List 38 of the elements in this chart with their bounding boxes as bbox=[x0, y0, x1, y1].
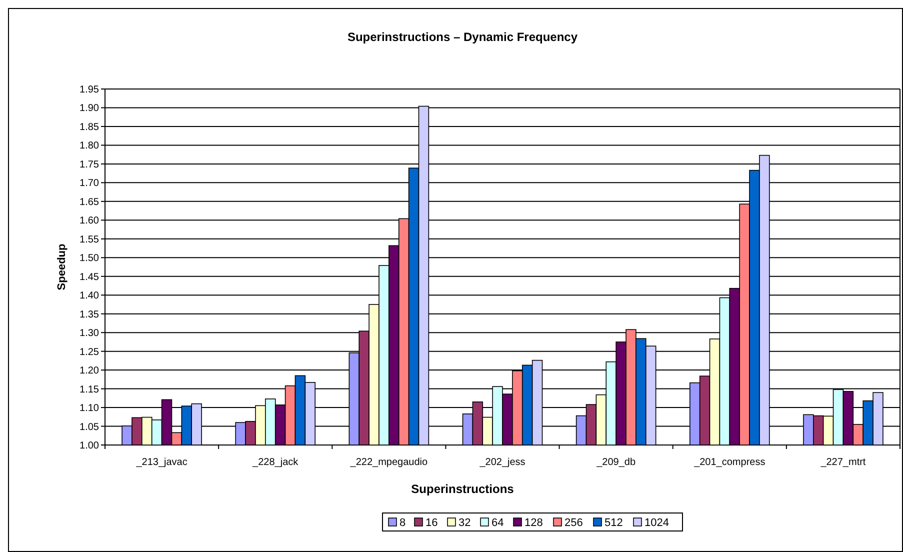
x-tick-label: _227_mtrt bbox=[820, 457, 866, 468]
y-tick-label: 1.85 bbox=[80, 122, 100, 133]
y-tick-label: 1.25 bbox=[80, 346, 100, 358]
legend-label: 256 bbox=[564, 517, 583, 529]
y-tick-label: 1.50 bbox=[80, 253, 100, 264]
legend-label: 64 bbox=[492, 517, 504, 529]
y-tick-label: 1.70 bbox=[80, 178, 100, 190]
y-tick-label: 1.20 bbox=[80, 366, 100, 377]
y-tick-label: 1.40 bbox=[80, 290, 100, 302]
y-tick-label: 1.30 bbox=[80, 328, 100, 340]
x-tick-label: _202_jess bbox=[478, 457, 526, 468]
y-tick-label: 1.05 bbox=[80, 422, 100, 433]
x-tick-label: _209_db bbox=[596, 457, 636, 468]
y-tick-label: 1.95 bbox=[80, 84, 100, 96]
y-tick-label: 1.45 bbox=[80, 272, 100, 283]
legend-label: 512 bbox=[604, 517, 623, 529]
legend-label: 8 bbox=[400, 517, 406, 529]
legend-label: 1024 bbox=[644, 517, 669, 529]
y-tick-label: 1.65 bbox=[80, 196, 100, 208]
y-tick-label: 1.60 bbox=[80, 216, 100, 227]
y-tick-label: 1.55 bbox=[80, 234, 100, 246]
y-tick-label: 1.90 bbox=[80, 103, 100, 114]
chart-title: Superinstructions – Dynamic Frequency bbox=[347, 30, 578, 44]
y-tick-label: 1.80 bbox=[80, 140, 100, 152]
x-axis-title: Superinstructions bbox=[411, 482, 514, 496]
x-tick-label: _213_javac bbox=[135, 457, 188, 468]
x-tick-label: _201_compress bbox=[693, 457, 766, 468]
y-tick-label: 1.15 bbox=[80, 384, 100, 396]
legend-label: 128 bbox=[524, 517, 543, 529]
y-tick-label: 1.35 bbox=[80, 309, 100, 320]
x-tick-label: _222_mpegaudio bbox=[349, 457, 428, 468]
y-tick-label: 1.75 bbox=[80, 159, 100, 170]
y-tick-label: 1.10 bbox=[80, 403, 100, 414]
y-axis-title: Speedup bbox=[56, 243, 68, 290]
y-tick-label: 1.00 bbox=[80, 440, 100, 452]
legend-label: 32 bbox=[458, 517, 471, 529]
x-tick-label: _228_jack bbox=[252, 457, 300, 468]
legend-label: 16 bbox=[426, 517, 438, 529]
